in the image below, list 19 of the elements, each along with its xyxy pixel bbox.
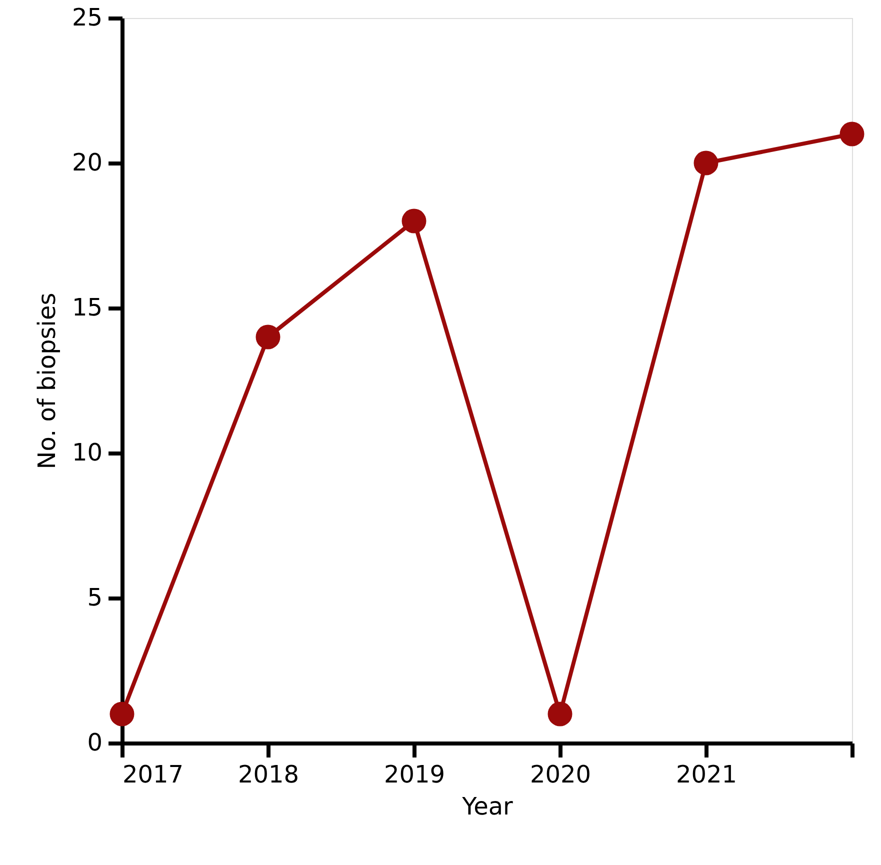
point — [402, 208, 426, 234]
x-tick-label: 2017 — [122, 760, 184, 788]
y-tick-label: 25 — [72, 4, 102, 32]
x-tick-label: 2021 — [676, 760, 738, 788]
x-tick-label: 2019 — [384, 760, 446, 788]
y-tick-label: 10 — [72, 438, 102, 466]
x-tick-label: 2020 — [530, 760, 592, 788]
y-tick-label: 5 — [87, 584, 102, 612]
y-tick-label: 0 — [87, 728, 102, 756]
point — [110, 702, 134, 726]
x-tick-label: 2018 — [238, 760, 300, 788]
y-axis-title: No. of biopsies — [32, 292, 61, 470]
point — [256, 324, 280, 350]
y-tick-label: 20 — [72, 148, 102, 176]
x-axis-title: Year — [461, 792, 514, 820]
point — [548, 702, 572, 726]
point — [840, 122, 864, 146]
point — [694, 150, 718, 176]
y-tick-label: 15 — [72, 294, 102, 322]
